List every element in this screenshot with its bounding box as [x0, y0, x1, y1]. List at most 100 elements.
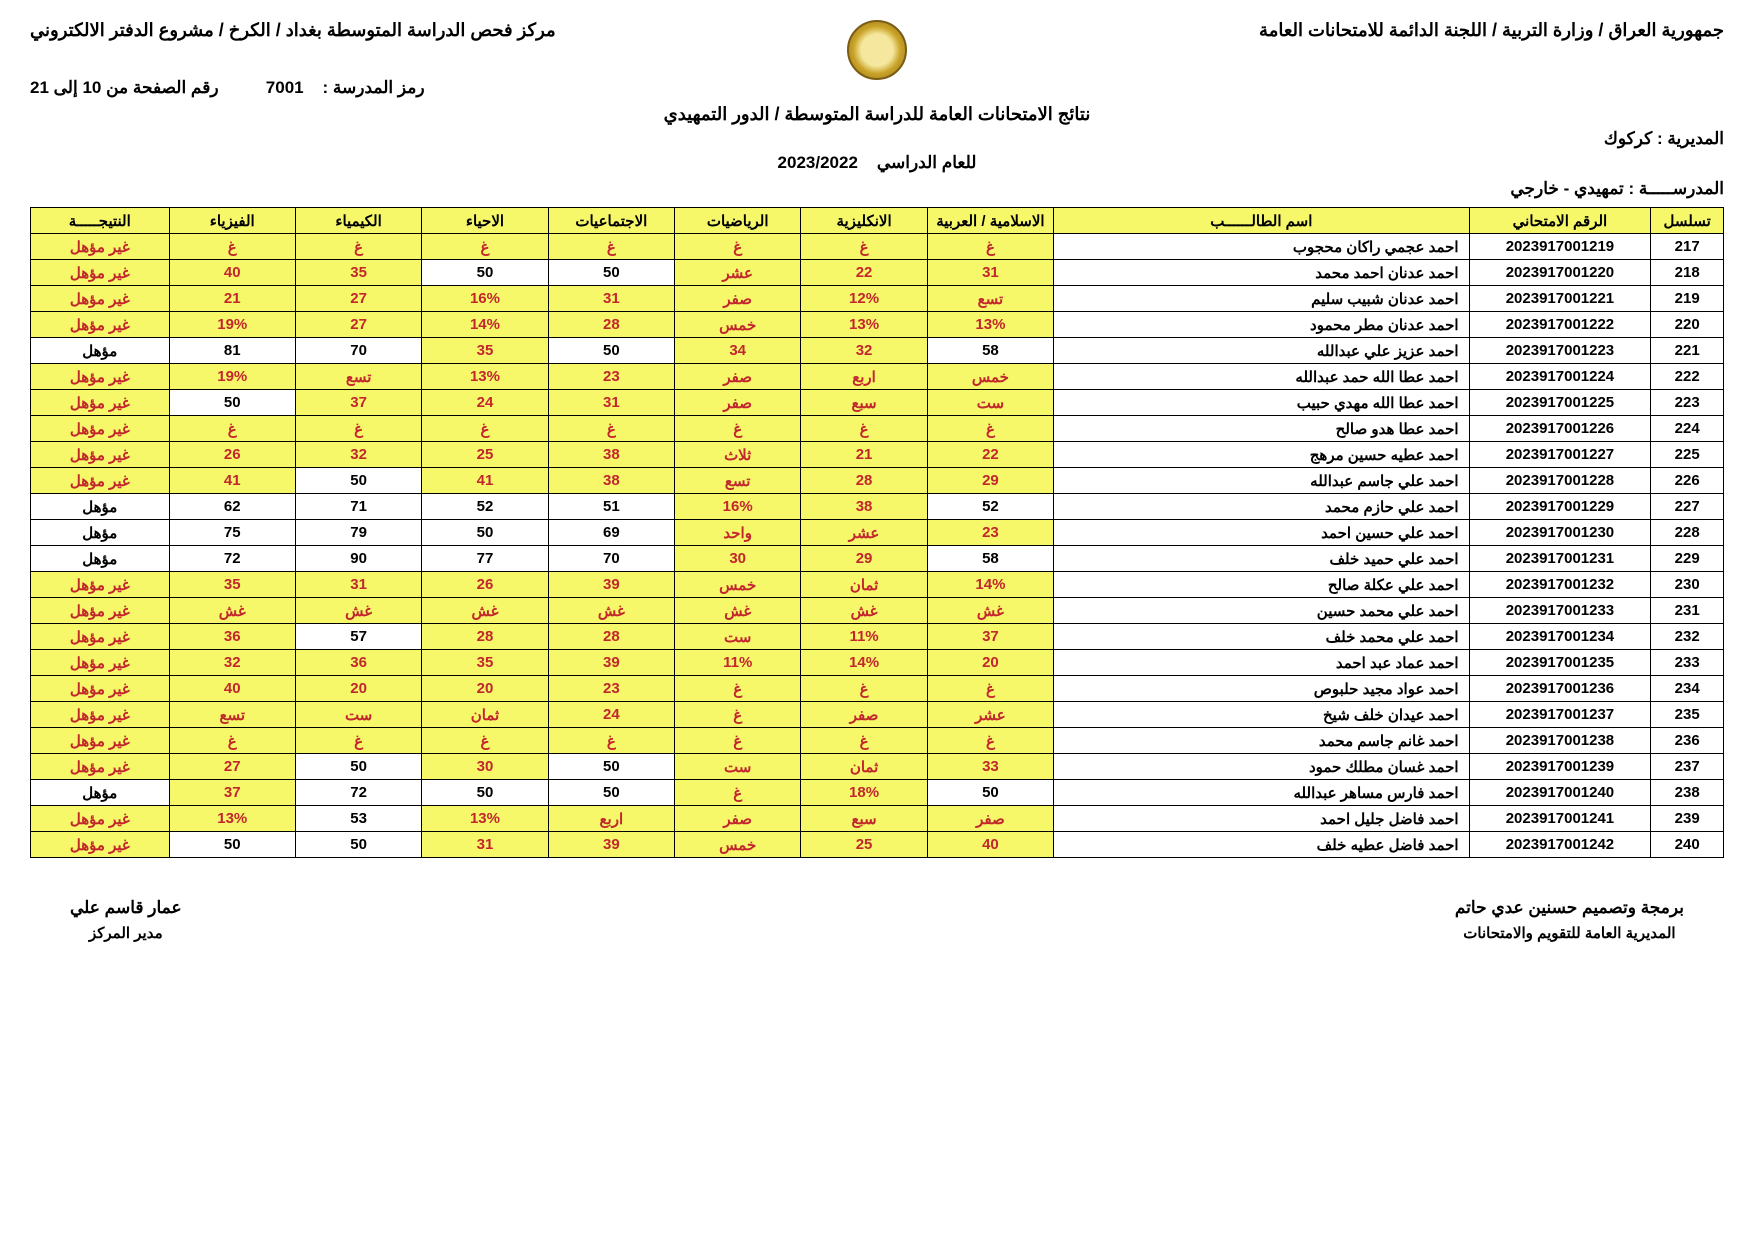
table-row: 2252023917001227احمد عطيه حسين مرهج2221ث…	[31, 442, 1724, 468]
cell-student-name: احمد عطا الله مهدي حبيب	[1054, 390, 1469, 416]
cell-seq: 231	[1651, 598, 1724, 624]
cell-seq: 239	[1651, 806, 1724, 832]
cell-seq: 226	[1651, 468, 1724, 494]
table-row: 2322023917001234احمد علي محمد خلف3711%ست…	[31, 624, 1724, 650]
designer-org: المديرية العامة للتقويم والامتحانات	[1455, 924, 1684, 942]
col-header: الرياضيات	[675, 208, 801, 234]
cell-grade: 25	[801, 832, 927, 858]
header-right: جمهورية العراق / وزارة التربية / اللجنة …	[922, 20, 1724, 41]
cell-grade: 27	[169, 754, 295, 780]
cell-exam-no: 2023917001222	[1469, 312, 1651, 338]
cell-result: غير مؤهل	[31, 416, 170, 442]
cell-grade: 27	[295, 286, 421, 312]
cell-grade: 50	[548, 780, 674, 806]
cell-grade: 34	[675, 338, 801, 364]
cell-grade: 13%	[422, 806, 548, 832]
header-left: مركز فحص الدراسة المتوسطة بغداد / الكرخ …	[30, 20, 832, 41]
cell-grade: 90	[295, 546, 421, 572]
table-row: 2272023917001229احمد علي حازم محمد523816…	[31, 494, 1724, 520]
cell-seq: 236	[1651, 728, 1724, 754]
cell-result: غير مؤهل	[31, 234, 170, 260]
cell-student-name: احمد غسان مطلك حمود	[1054, 754, 1469, 780]
cell-grade: غ	[927, 416, 1053, 442]
cell-grade: 50	[169, 390, 295, 416]
cell-grade: 13%	[169, 806, 295, 832]
table-row: 2392023917001241احمد فاضل جليل احمدصفرسب…	[31, 806, 1724, 832]
cell-grade: غ	[169, 728, 295, 754]
cell-grade: غ	[675, 780, 801, 806]
cell-student-name: احمد عدنان مطر محمود	[1054, 312, 1469, 338]
cell-exam-no: 2023917001236	[1469, 676, 1651, 702]
table-row: 2182023917001220احمد عدنان احمد محمد3122…	[31, 260, 1724, 286]
cell-grade: غ	[675, 728, 801, 754]
cell-exam-no: 2023917001238	[1469, 728, 1651, 754]
cell-grade: 18%	[801, 780, 927, 806]
cell-grade: 33	[927, 754, 1053, 780]
cell-grade: 31	[548, 286, 674, 312]
cell-student-name: احمد فاضل جليل احمد	[1054, 806, 1469, 832]
cell-grade: 50	[548, 754, 674, 780]
cell-exam-no: 2023917001219	[1469, 234, 1651, 260]
cell-seq: 225	[1651, 442, 1724, 468]
cell-seq: 229	[1651, 546, 1724, 572]
cell-exam-no: 2023917001232	[1469, 572, 1651, 598]
cell-seq: 233	[1651, 650, 1724, 676]
results-title: نتائج الامتحانات العامة للدراسة المتوسطة…	[30, 104, 1724, 125]
cell-grade: 23	[927, 520, 1053, 546]
cell-seq: 223	[1651, 390, 1724, 416]
cell-exam-no: 2023917001228	[1469, 468, 1651, 494]
cell-grade: غ	[548, 234, 674, 260]
cell-result: غير مؤهل	[31, 390, 170, 416]
cell-grade: 40	[927, 832, 1053, 858]
cell-student-name: احمد علي عكلة صالح	[1054, 572, 1469, 598]
cell-result: مؤهل	[31, 338, 170, 364]
school-code-label: رمز المدرسة :	[323, 78, 425, 97]
cell-student-name: احمد عطا هدو صالح	[1054, 416, 1469, 442]
school-line: المدرســـــة تمهيدي - خارجي	[30, 179, 1724, 199]
col-header: الرقم الامتحاني	[1469, 208, 1651, 234]
cell-grade: 28	[422, 624, 548, 650]
cell-grade: 12%	[801, 286, 927, 312]
table-row: 2382023917001240احمد فارس مساهر عبدالله5…	[31, 780, 1724, 806]
cell-grade: 50	[422, 780, 548, 806]
table-row: 2282023917001230احمد علي حسين احمد23عشرو…	[31, 520, 1724, 546]
cell-grade: 30	[675, 546, 801, 572]
cell-grade: 51	[548, 494, 674, 520]
cell-grade: 20	[927, 650, 1053, 676]
footer-right: برمجة وتصميم حسنين عدي حاتم المديرية الع…	[1455, 898, 1684, 942]
cell-student-name: احمد علي حازم محمد	[1054, 494, 1469, 520]
cell-grade: 32	[295, 442, 421, 468]
cell-grade: 13%	[422, 364, 548, 390]
cell-student-name: احمد عطا الله حمد عبدالله	[1054, 364, 1469, 390]
national-emblem-icon	[847, 20, 907, 80]
table-row: 2332023917001235احمد عماد عبد احمد2014%1…	[31, 650, 1724, 676]
results-table: تسلسلالرقم الامتحانياسم الطالــــــبالاس…	[30, 207, 1724, 858]
cell-seq: 232	[1651, 624, 1724, 650]
cell-grade: 20	[422, 676, 548, 702]
cell-grade: 57	[295, 624, 421, 650]
cell-grade: 41	[169, 468, 295, 494]
cell-exam-no: 2023917001229	[1469, 494, 1651, 520]
cell-seq: 222	[1651, 364, 1724, 390]
col-header: الاحياء	[422, 208, 548, 234]
cell-exam-no: 2023917001227	[1469, 442, 1651, 468]
cell-grade: 13%	[927, 312, 1053, 338]
cell-grade: 31	[422, 832, 548, 858]
cell-grade: صفر	[927, 806, 1053, 832]
cell-grade: غ	[548, 728, 674, 754]
cell-seq: 228	[1651, 520, 1724, 546]
cell-grade: 30	[422, 754, 548, 780]
cell-seq: 224	[1651, 416, 1724, 442]
cell-result: مؤهل	[31, 780, 170, 806]
cell-exam-no: 2023917001231	[1469, 546, 1651, 572]
cell-exam-no: 2023917001240	[1469, 780, 1651, 806]
cell-grade: غ	[675, 234, 801, 260]
cell-grade: غش	[169, 598, 295, 624]
cell-grade: 50	[422, 520, 548, 546]
table-body: 2172023917001219احمد عجمي راكان محجوبغغغ…	[31, 234, 1724, 858]
cell-grade: 28	[801, 468, 927, 494]
cell-result: مؤهل	[31, 520, 170, 546]
school-label: المدرســـــة	[1624, 179, 1724, 198]
cell-grade: 41	[422, 468, 548, 494]
cell-grade: 13%	[801, 312, 927, 338]
